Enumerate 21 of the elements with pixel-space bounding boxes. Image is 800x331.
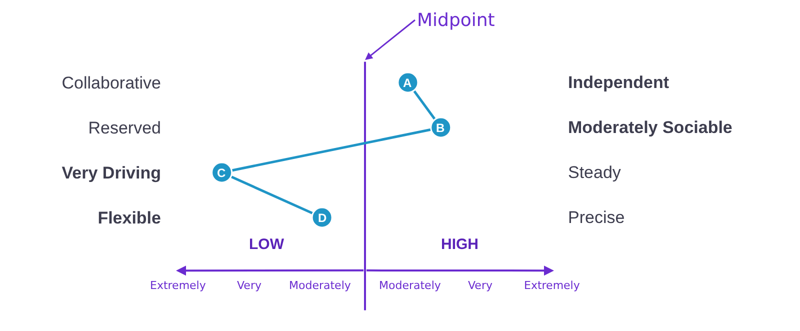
- text: Extremely: [524, 279, 580, 292]
- annotation: B: [436, 121, 445, 135]
- text: Very: [468, 279, 493, 292]
- text: Extremely: [150, 279, 206, 292]
- text: Moderately: [379, 279, 442, 292]
- ref-line-label: Midpoint: [417, 10, 495, 31]
- annotation: D: [318, 211, 327, 225]
- y-tick-label: Collaborative: [62, 73, 161, 92]
- annotation: C: [217, 166, 226, 180]
- annotation: LOW: [249, 236, 285, 253]
- y-tick-label: Reserved: [88, 118, 161, 138]
- y-tick-label: Flexible: [98, 208, 161, 228]
- text: HIGH: [441, 236, 478, 253]
- y-tick-label: Very Driving: [62, 163, 161, 182]
- y2-tick-label: Independent: [568, 73, 670, 92]
- text: Moderately: [289, 279, 352, 292]
- y2-tick-label: Precise: [568, 208, 625, 227]
- y2-tick-label: Steady: [568, 163, 622, 182]
- text: Very: [237, 279, 262, 292]
- annotation: A: [403, 76, 412, 90]
- y2-tick-label: Moderately Sociable: [568, 118, 732, 137]
